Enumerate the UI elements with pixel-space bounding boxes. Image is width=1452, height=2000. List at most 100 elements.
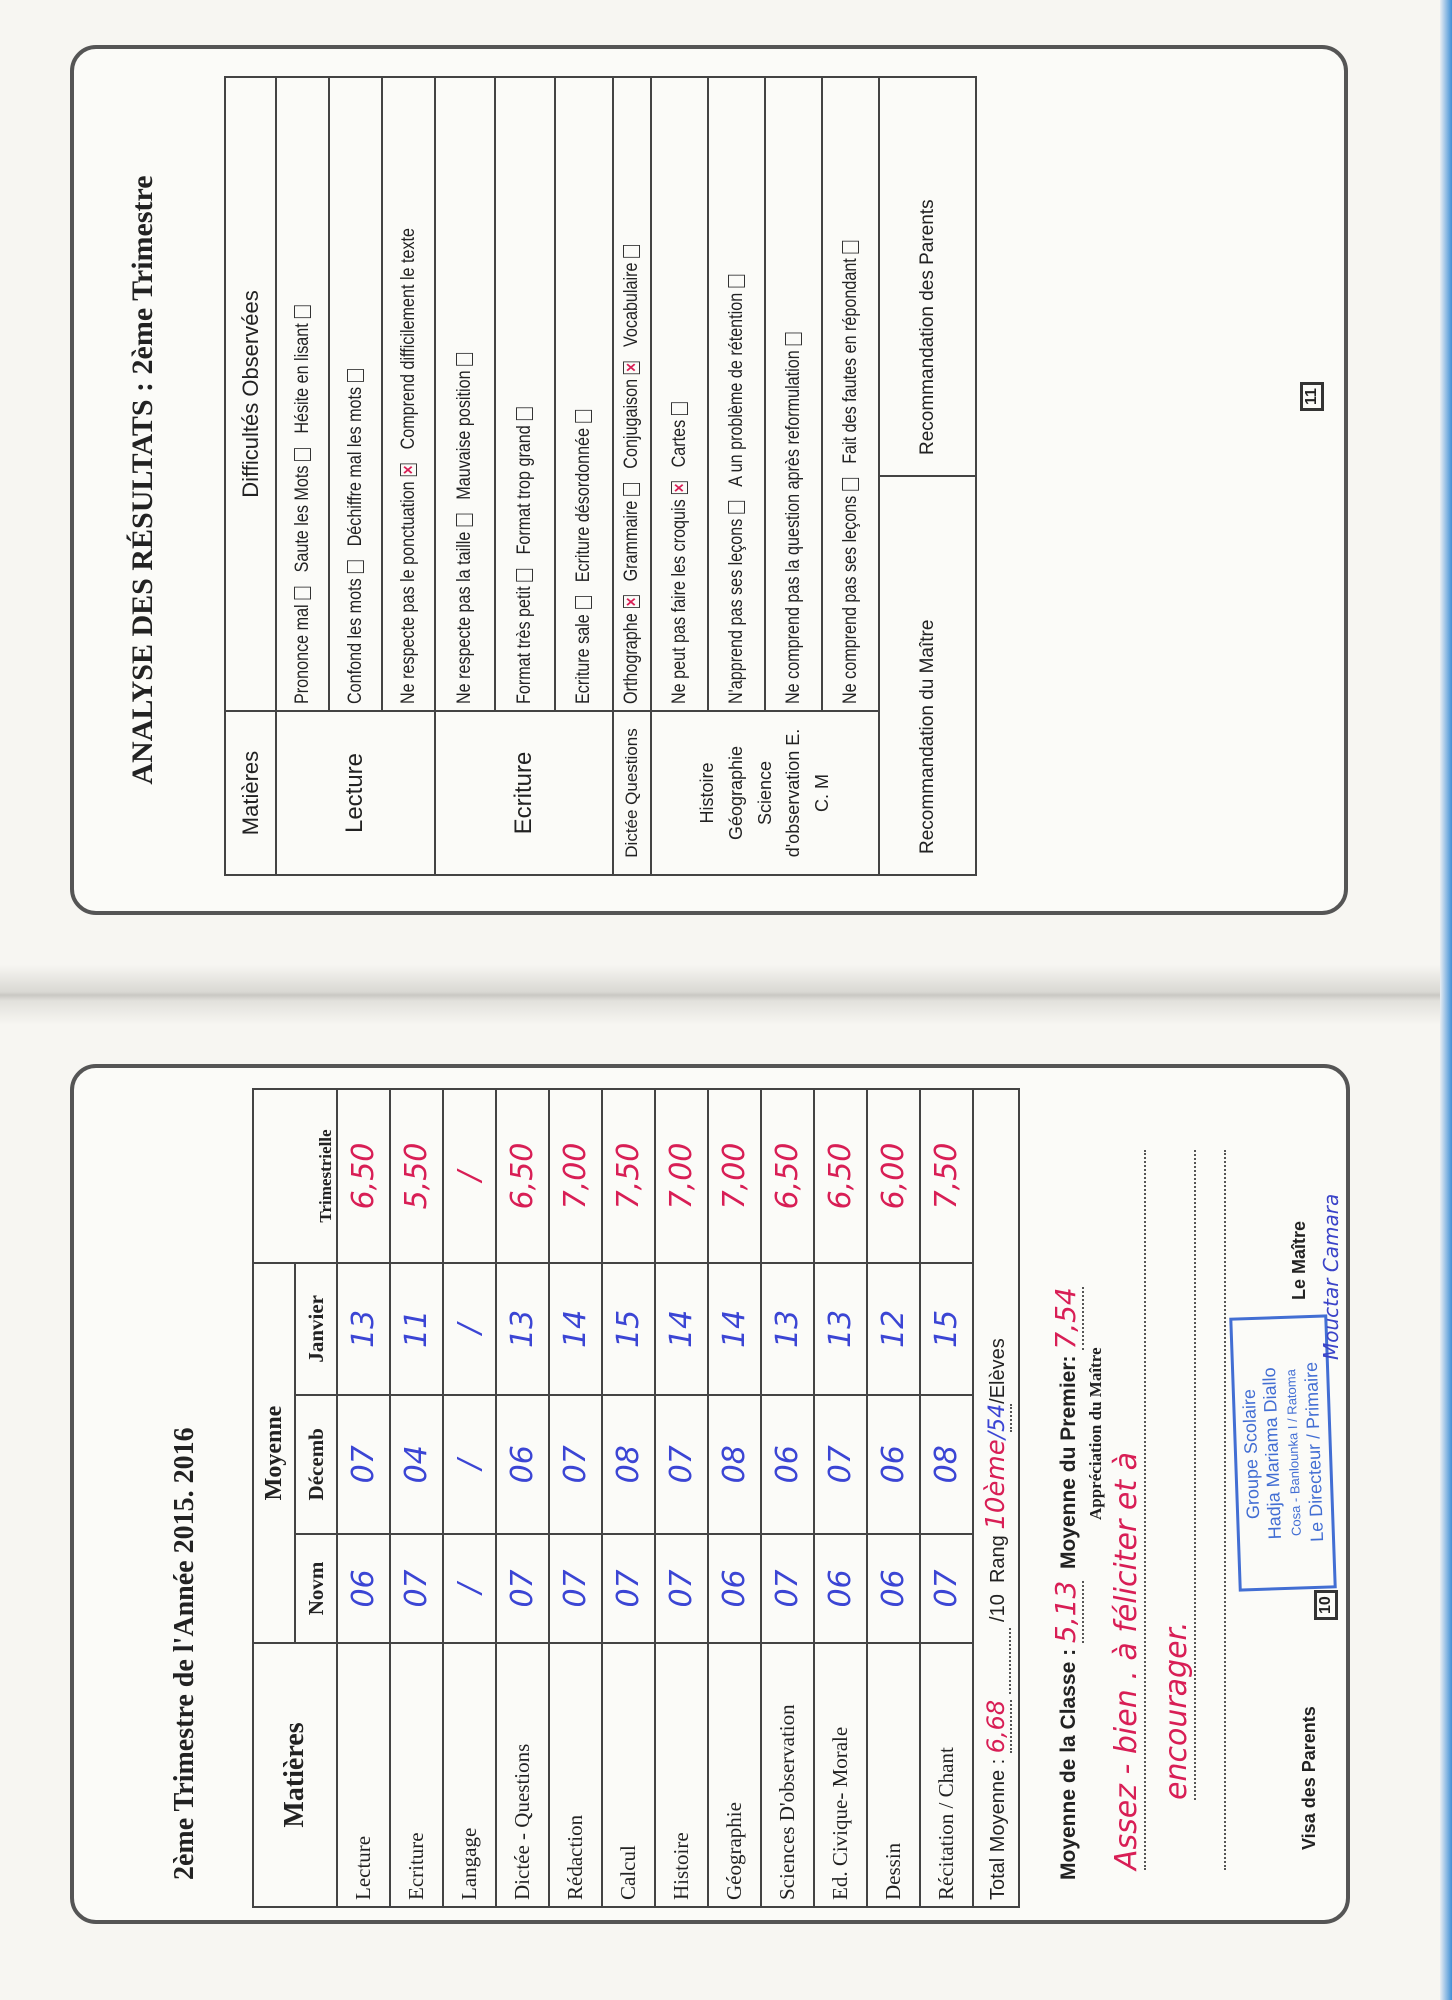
- parents-recommendation: Recommandation des Parents: [916, 199, 938, 455]
- decemb-grade: 07: [549, 1394, 602, 1534]
- teacher-label: Le Maître: [1289, 1220, 1309, 1300]
- grade-row: Lecture 06 07 13 6,50: [337, 1089, 390, 1907]
- janvier-grade: 12: [867, 1263, 920, 1395]
- decemb-grade: /: [443, 1394, 496, 1534]
- difficulty-label: Saute les Mots: [291, 465, 313, 573]
- difficulty-label: Hésite en lisant: [291, 323, 313, 434]
- checkbox[interactable]: ✕: [623, 361, 641, 374]
- difficulty-label: Ne peut pas faire les croquis: [668, 499, 690, 704]
- decemb-grade: 06: [761, 1394, 814, 1534]
- difficulty-label: Ecriture sale: [573, 614, 594, 704]
- page-title: ANALYSE DES RÉSULTATS : 2ème Trimestre: [126, 175, 159, 785]
- total-row: Total Moyenne : 6,68 /10 Rang 10ème/54/E…: [973, 1089, 1019, 1907]
- difficulty-options: Prononce mal Saute les Mots Hésite en li…: [276, 77, 329, 711]
- novm-grade: 07: [602, 1533, 655, 1643]
- decemb-grade: 07: [814, 1394, 867, 1534]
- checkbox[interactable]: ✕: [670, 481, 688, 495]
- appreciation-line-3: [1224, 1150, 1226, 1870]
- checkbox[interactable]: [293, 305, 311, 319]
- difficulty-options: Ecriture sale Ecriture désordonnée: [555, 77, 613, 711]
- trimestrial-grade: 6,50: [761, 1089, 814, 1263]
- grade-row: Dictée - Questions 07 06 13 6,50: [496, 1089, 549, 1907]
- subject-cell: Dictée Questions: [613, 711, 651, 875]
- difficulty-label: Mauvaise position: [454, 370, 475, 500]
- checkbox[interactable]: [575, 596, 593, 610]
- checkbox[interactable]: [346, 369, 364, 382]
- decemb-grade: 06: [496, 1394, 549, 1534]
- subject-cell: Dessin: [867, 1643, 920, 1907]
- trimestrial-grade: 6,50: [496, 1089, 549, 1263]
- header-subject: Matières: [253, 1643, 337, 1907]
- rang-value: 10ème: [981, 1439, 1011, 1530]
- difficulty-label: Orthographe: [621, 613, 642, 704]
- novm-grade: 07: [920, 1533, 973, 1643]
- total-out-of: /10: [987, 1594, 1009, 1622]
- checkbox[interactable]: [293, 447, 311, 461]
- trimestrial-grade: 7,50: [920, 1089, 973, 1263]
- trimestrial-grade: 7,50: [602, 1089, 655, 1263]
- page-title: 2ème Trimestre de l'Année 2015. 2016: [169, 1427, 200, 1880]
- janvier-grade: 15: [602, 1263, 655, 1395]
- checkbox[interactable]: [784, 332, 802, 346]
- trimestrial-grade: /: [443, 1089, 496, 1263]
- janvier-grade: 13: [496, 1263, 549, 1395]
- header-moyenne: Moyenne: [253, 1263, 295, 1643]
- checkbox[interactable]: [841, 477, 859, 491]
- janvier-grade: 13: [761, 1263, 814, 1395]
- subject-cell: Dictée - Questions: [496, 1643, 549, 1907]
- appreciation-label: Appréciation du Maître: [1086, 1347, 1105, 1520]
- subject-cell: Ecriture: [390, 1643, 443, 1907]
- grade-row: Histoire 07 07 14 7,00: [655, 1089, 708, 1907]
- difficulty-line: Lecture Prononce mal Saute les Mots Hésit…: [276, 77, 435, 875]
- checkbox[interactable]: [456, 513, 474, 527]
- difficulty-options: Ne peut pas faire les croquis ✕ Cartes: [651, 77, 708, 711]
- checkbox[interactable]: ✕: [623, 595, 641, 609]
- checkbox[interactable]: [293, 586, 311, 600]
- subject-cell: Rédaction: [549, 1643, 602, 1907]
- checkbox[interactable]: [346, 560, 364, 574]
- janvier-grade: 14: [708, 1263, 761, 1395]
- novm-grade: /: [443, 1533, 496, 1643]
- checkbox[interactable]: [841, 240, 859, 254]
- janvier-grade: 14: [655, 1263, 708, 1395]
- janvier-grade: /: [443, 1263, 496, 1395]
- page-number: 11: [1300, 382, 1324, 411]
- visa-parents-label: Visa des Parents: [1299, 1706, 1319, 1850]
- header-decemb: Décemb: [295, 1394, 337, 1534]
- difficulty-label: Conjugaison: [621, 378, 642, 469]
- trimestrial-grade: 7,00: [708, 1089, 761, 1263]
- checkbox[interactable]: [623, 482, 641, 496]
- difficulty-line: Dictée Questions Orthographe ✕ Grammaire C…: [613, 77, 651, 875]
- checkbox[interactable]: ✕: [399, 463, 417, 477]
- difficulty-label: Confond les mots: [344, 578, 366, 704]
- checkbox[interactable]: [516, 407, 534, 421]
- book-fold: [0, 965, 1452, 1025]
- subject-cell: Ed. Civique- Morale: [814, 1643, 867, 1907]
- grade-row: Géographie 06 08 14 7,00: [708, 1089, 761, 1907]
- novm-grade: 07: [655, 1533, 708, 1643]
- checkbox[interactable]: [727, 500, 745, 514]
- checkbox[interactable]: [623, 244, 641, 258]
- class-average-label: Moyenne de la Classe :: [1057, 1648, 1080, 1880]
- difficulty-options: Format très petit Format trop grand: [495, 77, 555, 711]
- checkbox[interactable]: [456, 352, 474, 366]
- difficulty-options: Orthographe ✕ Grammaire Conjugaison ✕ Voca…: [613, 77, 651, 711]
- eleves-count: 54: [985, 1403, 1012, 1432]
- total-label: Total Moyenne :: [987, 1758, 1009, 1900]
- checkbox[interactable]: [670, 401, 688, 415]
- decemb-grade: 06: [867, 1394, 920, 1534]
- decemb-grade: 04: [390, 1394, 443, 1534]
- subject-cell: Récitation / Chant: [920, 1643, 973, 1907]
- first-average-value: 7,54: [1049, 1287, 1084, 1350]
- checkbox[interactable]: [727, 274, 745, 288]
- checkbox[interactable]: [575, 410, 593, 423]
- appreciation-line-2: encourager.: [1159, 1150, 1196, 1800]
- difficulty-label: Cartes: [668, 419, 690, 468]
- class-average-value: 5,13: [1049, 1580, 1084, 1644]
- header-novm: Novm: [295, 1533, 337, 1643]
- difficulties-table: Matières Difficultés Observées Lecture Pron…: [224, 76, 977, 876]
- checkbox[interactable]: [516, 568, 534, 582]
- header-janvier: Janvier: [295, 1263, 337, 1395]
- janvier-grade: 13: [337, 1263, 390, 1395]
- subject-cell: Histoire: [655, 1643, 708, 1907]
